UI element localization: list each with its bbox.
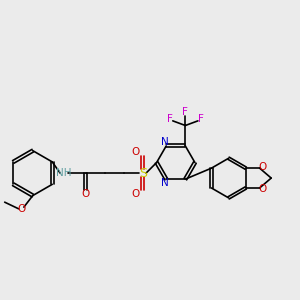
Text: F: F bbox=[167, 114, 172, 124]
Text: S: S bbox=[139, 167, 147, 180]
Text: F: F bbox=[198, 114, 204, 124]
Text: O: O bbox=[17, 204, 25, 214]
Text: O: O bbox=[259, 184, 267, 194]
Text: O: O bbox=[259, 162, 267, 172]
Text: F: F bbox=[182, 106, 188, 117]
Text: N: N bbox=[161, 178, 169, 188]
Text: NH: NH bbox=[56, 168, 72, 178]
Text: O: O bbox=[131, 189, 140, 199]
Text: O: O bbox=[131, 147, 140, 157]
Text: N: N bbox=[161, 137, 169, 147]
Text: O: O bbox=[82, 189, 90, 199]
